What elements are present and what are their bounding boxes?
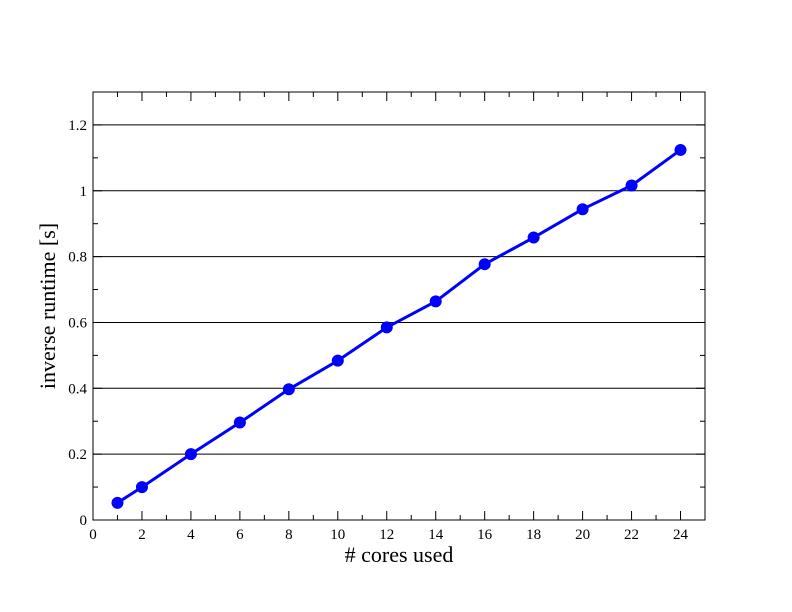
x-tick-label: 8: [285, 527, 293, 543]
y-tick-label: 1: [80, 184, 88, 200]
x-tick-label: 2: [138, 527, 146, 543]
x-tick-label: 14: [428, 527, 444, 543]
y-tick-label: 0.6: [68, 315, 87, 331]
data-point: [135, 481, 148, 494]
data-point: [674, 143, 687, 156]
y-tick-labels: 0 0.2 0.4 0.6 0.8 1 1.2: [68, 118, 87, 529]
y-tick-label: 0.8: [68, 250, 87, 266]
series-layer: [111, 143, 687, 509]
y-tick-label: 0.2: [68, 447, 87, 463]
data-point: [478, 258, 491, 271]
data-point: [184, 448, 197, 461]
data-point: [331, 354, 344, 367]
y-tick-label: 0: [80, 513, 88, 529]
x-tick-label: 22: [624, 527, 639, 543]
data-point: [380, 321, 393, 334]
x-tick-label: 12: [379, 527, 394, 543]
x-tick-label: 18: [526, 527, 541, 543]
plot-frame: [92, 91, 706, 521]
x-axis-title: # cores used: [345, 542, 454, 567]
data-point: [576, 203, 589, 216]
x-tick-label: 20: [575, 527, 590, 543]
data-point: [429, 295, 442, 308]
x-tick-label: 10: [330, 527, 345, 543]
x-tick-label: 16: [477, 527, 493, 543]
data-point: [527, 231, 540, 244]
data-point: [233, 416, 246, 429]
y-tick-label: 0.4: [68, 381, 87, 397]
x-tick-label: 6: [236, 527, 244, 543]
x-tick-label: 4: [187, 527, 195, 543]
data-point: [111, 496, 124, 509]
data-point: [625, 179, 638, 192]
y-tick-label: 1.2: [68, 118, 87, 134]
y-axis-title: inverse runtime [s]: [35, 223, 60, 389]
x-tick-label: 0: [89, 527, 97, 543]
x-tick-labels: 0 2 4 6 8 10 12 14 16 18 20 22 24: [89, 527, 688, 543]
data-point: [282, 383, 295, 396]
x-tick-label: 24: [673, 527, 689, 543]
